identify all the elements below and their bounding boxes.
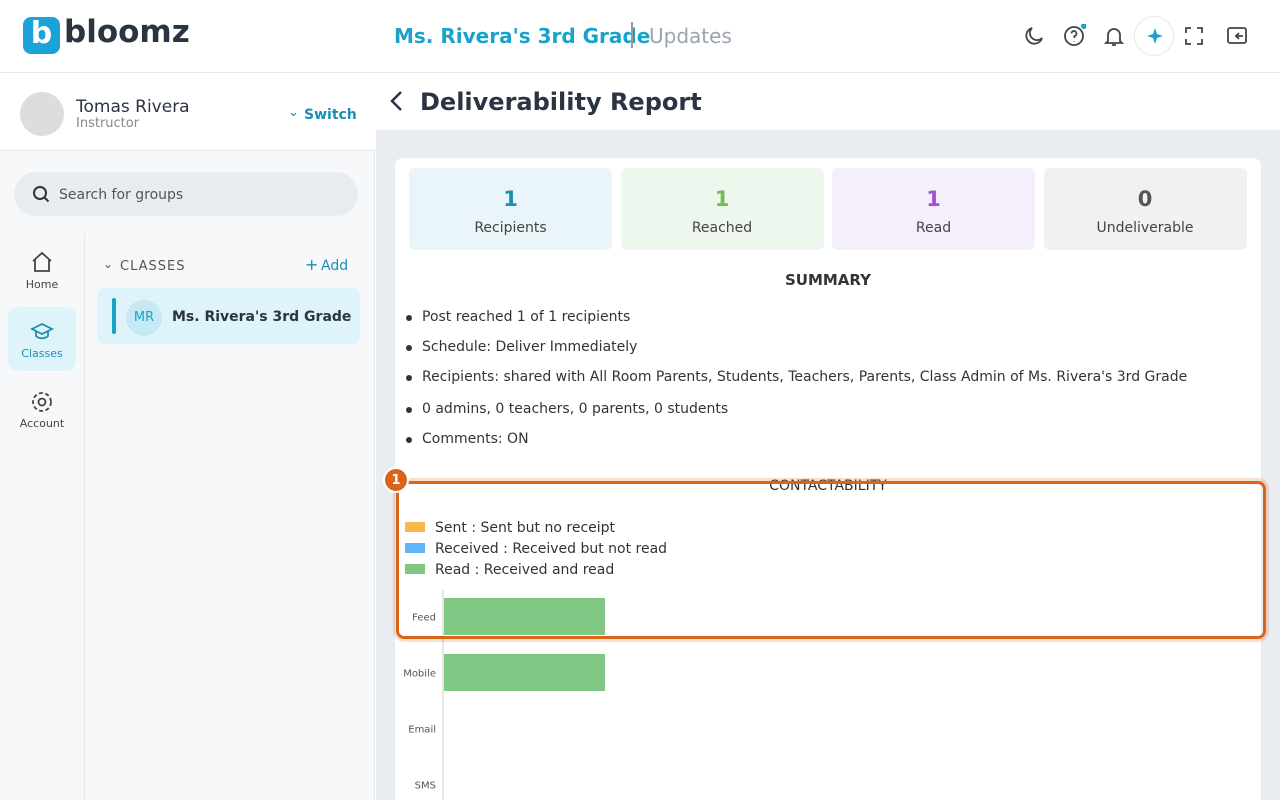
search-box[interactable]: [14, 172, 358, 216]
home-icon: [32, 251, 52, 272]
y-tick-label: Email: [408, 725, 436, 736]
switch-caret: ⌄: [288, 105, 299, 120]
summary-title: SUMMARY: [784, 271, 872, 289]
stat-card: 1 Read: [832, 168, 1035, 250]
separator: [631, 22, 633, 48]
stat-label: Reached: [691, 220, 753, 236]
classes-heading: CLASSES: [120, 259, 186, 274]
stat-value: 1: [714, 187, 730, 211]
legend-label: Received : Received but not read: [435, 541, 667, 557]
add-class-button[interactable]: Add: [321, 258, 349, 274]
help-icon[interactable]: [1062, 24, 1086, 48]
stat-card: 0 Undeliverable: [1043, 168, 1247, 250]
stat-label: Undeliverable: [1096, 220, 1194, 236]
add-icon: +: [305, 255, 319, 274]
y-tick-label: SMS: [415, 781, 436, 792]
report-title: Deliverability Report: [420, 88, 702, 116]
account-icon: [32, 392, 52, 412]
class-title[interactable]: Ms. Rivera's 3rd Grade: [394, 24, 651, 48]
summary-item: 0 admins, 0 teachers, 0 parents, 0 stude…: [405, 401, 729, 417]
stat-label: Recipients: [474, 220, 547, 236]
group-initials: MR: [126, 300, 162, 336]
switch-button[interactable]: Switch: [304, 107, 357, 123]
summary-item: Recipients: shared with All Room Parents…: [405, 369, 1188, 385]
fullscreen-icon[interactable]: [1182, 24, 1206, 48]
avatar[interactable]: [20, 92, 64, 136]
user-name: Tomas Rivera: [76, 97, 190, 117]
nav-account[interactable]: Account: [19, 417, 65, 430]
group-name: Ms. Rivera's 3rd Grade: [172, 309, 352, 325]
classes-icon: [30, 322, 54, 340]
notifications-icon[interactable]: [1102, 24, 1126, 48]
ai-icon: [1147, 28, 1163, 44]
highlight-box: [396, 481, 1266, 639]
stat-value: 1: [503, 187, 518, 211]
ai-button[interactable]: [1134, 16, 1174, 56]
summary-item: Comments: ON: [406, 431, 529, 447]
nav-home[interactable]: Home: [25, 278, 59, 291]
logo[interactable]: bloomz: [64, 14, 190, 50]
y-tick-label: Mobile: [403, 669, 436, 680]
collapse-icon[interactable]: [1225, 24, 1249, 48]
bar: [444, 654, 605, 691]
nav-classes[interactable]: Classes: [8, 307, 76, 371]
search-icon: [33, 186, 50, 203]
stat-value: 0: [1137, 187, 1153, 211]
section-title: Updates: [649, 24, 732, 48]
summary-item: Schedule: Deliver Immediately: [405, 339, 638, 355]
classes-caret[interactable]: ⌄: [103, 257, 114, 271]
y-tick-label: Feed: [412, 613, 436, 624]
legend-label: Read : Received and read: [435, 562, 614, 578]
stat-label: Read: [915, 220, 952, 236]
legend-swatch: [405, 564, 425, 574]
logo-icon[interactable]: b: [23, 17, 60, 54]
legend-swatch: [405, 522, 425, 532]
stat-card: 1 Recipients: [409, 168, 612, 250]
group-active-bar: [112, 298, 116, 334]
user-role: Instructor: [76, 116, 140, 131]
stat-card: 1 Reached: [620, 168, 824, 250]
annotation-badge: 1: [383, 467, 409, 493]
back-button[interactable]: [386, 89, 408, 113]
dark-mode-icon[interactable]: [1022, 24, 1046, 48]
nav-column: [0, 234, 85, 800]
legend-swatch: [405, 543, 425, 553]
bar: [444, 598, 605, 635]
legend-label: Sent : Sent but no receipt: [435, 520, 616, 536]
search-placeholder: Search for groups: [59, 187, 184, 203]
stat-value: 1: [926, 187, 941, 211]
header: [0, 0, 1280, 73]
summary-item: Post reached 1 of 1 recipients: [405, 309, 631, 325]
